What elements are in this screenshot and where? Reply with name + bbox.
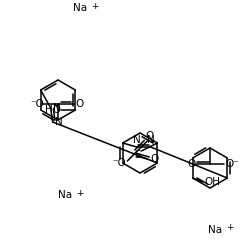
Text: ⁻O: ⁻O xyxy=(112,158,126,168)
Text: O⁻: O⁻ xyxy=(225,159,239,169)
Text: O: O xyxy=(76,99,84,109)
Text: Na: Na xyxy=(208,225,222,235)
Text: Na: Na xyxy=(73,3,87,13)
Text: N: N xyxy=(55,117,62,127)
Text: +: + xyxy=(226,223,234,233)
Text: N: N xyxy=(147,135,154,145)
Text: N: N xyxy=(133,135,141,145)
Text: +: + xyxy=(76,189,84,197)
Text: Na: Na xyxy=(58,190,72,200)
Text: +: + xyxy=(91,1,99,11)
Text: OH: OH xyxy=(205,177,221,187)
Text: HO: HO xyxy=(45,105,61,115)
Text: O: O xyxy=(150,154,159,164)
Text: O: O xyxy=(187,159,195,169)
Text: S: S xyxy=(134,150,141,160)
Text: ⁻O: ⁻O xyxy=(30,99,44,109)
Text: O: O xyxy=(145,131,153,141)
Text: N: N xyxy=(53,103,60,113)
